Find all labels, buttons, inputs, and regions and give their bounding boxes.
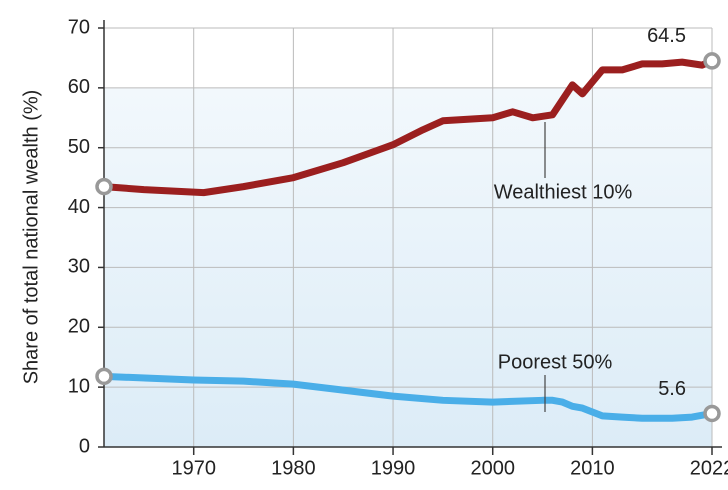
x-tick-label: 1980 bbox=[271, 457, 316, 479]
endpoint-marker bbox=[703, 52, 721, 70]
y-tick-label: 0 bbox=[79, 435, 90, 457]
endpoint-marker bbox=[95, 177, 113, 196]
x-tick-label: 1990 bbox=[371, 457, 416, 479]
y-axis-label: Share of total national wealth (%) bbox=[20, 90, 42, 385]
y-tick-label: 40 bbox=[68, 196, 90, 218]
x-tick-label: 2000 bbox=[470, 457, 515, 479]
x-tick-label: 2010 bbox=[570, 457, 615, 479]
value-label: 64.5 bbox=[647, 25, 686, 47]
y-tick-label: 10 bbox=[68, 375, 90, 397]
series-label: Wealthiest 10% bbox=[494, 181, 633, 203]
y-tick-label: 60 bbox=[68, 76, 90, 98]
value-label: 5.6 bbox=[658, 378, 686, 400]
x-tick-label: 2022 bbox=[690, 457, 728, 479]
y-tick-label: 20 bbox=[68, 316, 90, 338]
line bbox=[100, 57, 716, 197]
y-tick-label: 50 bbox=[68, 136, 90, 158]
x-tick-label: 1970 bbox=[171, 457, 216, 479]
y-tick-label: 30 bbox=[68, 256, 90, 278]
y-tick-label: 70 bbox=[68, 16, 90, 38]
line bbox=[100, 372, 716, 422]
endpoint-marker bbox=[703, 404, 721, 423]
series-label: Poorest 50% bbox=[498, 351, 613, 373]
endpoint-marker bbox=[95, 367, 113, 386]
